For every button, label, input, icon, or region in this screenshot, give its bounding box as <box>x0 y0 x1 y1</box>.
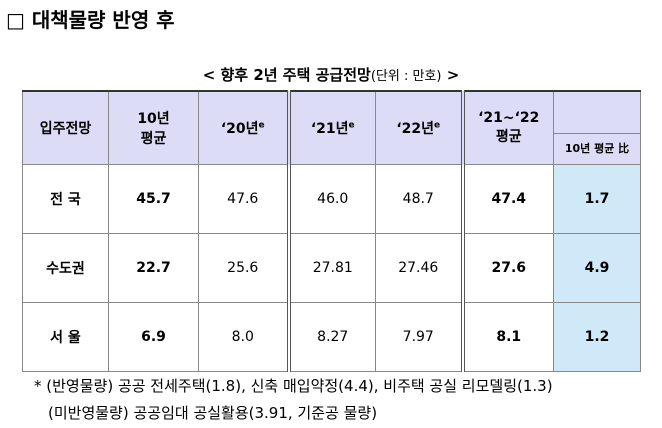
header-row: 입주전망 10년 평균 ‘20년e ‘21년e ‘22년e ‘21~‘22 평균 10년 평… <box>22 90 641 165</box>
table-cell: 22.7 <box>108 233 199 303</box>
header-sup: e <box>348 120 355 131</box>
header-cell: 10년 평균 <box>108 90 199 165</box>
table-cell: 46.0 <box>288 164 376 234</box>
table-cell: 48.7 <box>375 164 465 234</box>
header-cell: 10년 평균 比 <box>553 90 641 165</box>
header-cell: ‘21년e <box>288 90 376 165</box>
table-cell: 27.6 <box>462 233 554 303</box>
table-cell: 45.7 <box>108 164 199 234</box>
table-cell: 수도권 <box>22 233 109 303</box>
header-label: 10년 평균 比 <box>554 133 640 164</box>
header-sup: e <box>434 120 441 131</box>
caption-main: < 향후 2년 주택 공급전망 <box>202 66 371 84</box>
table-cell: 8.27 <box>288 302 376 372</box>
table-row: 수도권 22.7 25.6 27.81 27.46 27.6 4.9 <box>22 233 641 303</box>
header-cell: ‘21~‘22 평균 <box>462 90 554 165</box>
table-cell: 서 울 <box>22 302 109 372</box>
header-cell: 입주전망 <box>22 90 109 165</box>
header-label: ‘21~‘22 평균 <box>478 110 540 145</box>
table-cell: 전 국 <box>22 164 109 234</box>
header-sup: e <box>258 120 265 131</box>
header-label: ‘21년 <box>310 121 349 137</box>
header-label: ‘22년 <box>396 121 435 137</box>
table-cell: 47.6 <box>198 164 291 234</box>
table-cell: 25.6 <box>198 233 291 303</box>
caption-end: > <box>446 66 460 84</box>
footnote: (미반영물량) 공공임대 공실활용(3.91, 기준공 물량) <box>48 404 378 422</box>
supply-table: 입주전망 10년 평균 ‘20년e ‘21년e ‘22년e ‘21~‘22 평균 10년 평… <box>22 90 641 372</box>
table-cell: 8.0 <box>198 302 291 372</box>
header-cell: ‘22년e <box>375 90 465 165</box>
header-cell: ‘20년e <box>198 90 291 165</box>
heading: □ 대책물량 반영 후 <box>6 8 175 32</box>
table-body: 전 국 45.7 47.6 46.0 48.7 47.4 1.7 수도권 22.7 25.6 27.… <box>22 164 641 372</box>
table-cell: 47.4 <box>462 164 554 234</box>
table-cell: 1.2 <box>553 302 641 372</box>
caption-unit: (단위 : 만호) <box>370 69 442 84</box>
header-label: ‘20년 <box>220 121 259 137</box>
header-label: 10년 평균 <box>137 111 170 147</box>
header-label: 입주전망 <box>39 121 92 137</box>
table-row: 서 울 6.9 8.0 8.27 7.97 8.1 1.2 <box>22 302 641 372</box>
table-cell: 1.7 <box>553 164 641 234</box>
table-row: 전 국 45.7 47.6 46.0 48.7 47.4 1.7 <box>22 164 641 234</box>
footnote: * (반영물량) 공공 전세주택(1.8), 신축 매입약정(4.4), 비주택… <box>34 377 553 395</box>
table-cell: 7.97 <box>375 302 465 372</box>
table-cell: 27.46 <box>375 233 465 303</box>
table-cell: 6.9 <box>108 302 199 372</box>
table-cell: 8.1 <box>462 302 554 372</box>
table-cell: 4.9 <box>553 233 641 303</box>
table-cell: 27.81 <box>288 233 376 303</box>
caption: < 향후 2년 주택 공급전망(단위 : 만호) > <box>0 64 662 85</box>
